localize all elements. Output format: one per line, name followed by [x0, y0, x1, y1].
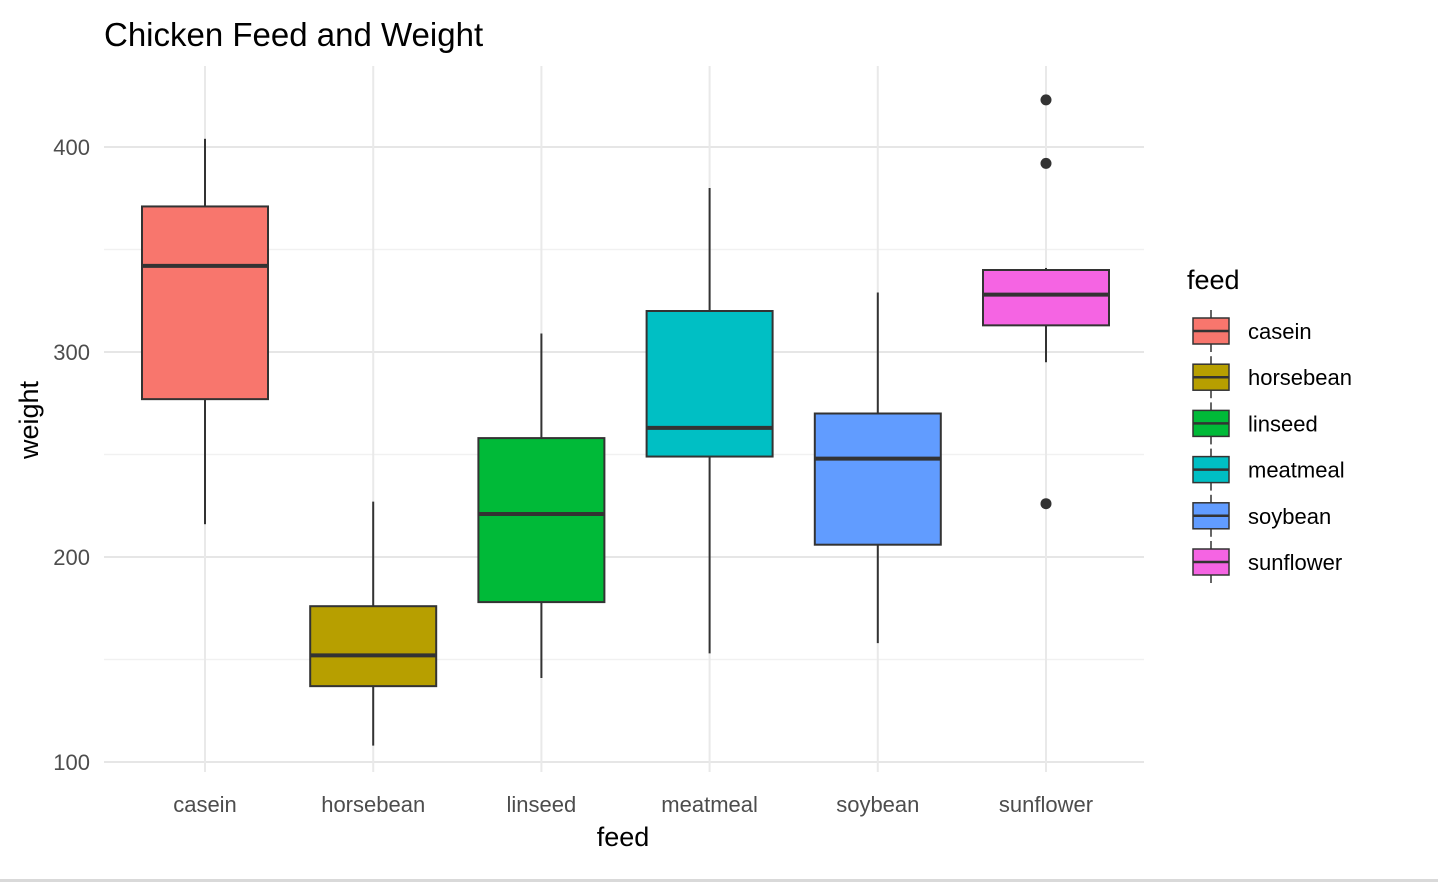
legend-title: feed — [1187, 265, 1240, 295]
legend: feed casein horsebean linseed meatmeal soybe… — [1187, 265, 1352, 583]
x-tick-sunflower: sunflower — [999, 792, 1093, 817]
y-tick-100: 100 — [53, 750, 90, 775]
legend-label-horsebean: horsebean — [1248, 365, 1352, 390]
x-tick-soybean: soybean — [836, 792, 919, 817]
legend-label-meatmeal: meatmeal — [1248, 458, 1345, 483]
box-body-sunflower — [982, 269, 1110, 327]
legend-label-casein: casein — [1248, 319, 1312, 344]
box-body-soybean — [813, 412, 942, 546]
legend-item-soybean: soybean — [1192, 494, 1331, 537]
outlier-sunflower-0 — [1040, 94, 1052, 106]
legend-item-casein: casein — [1192, 310, 1312, 352]
box-body-linseed — [477, 437, 606, 604]
outlier-sunflower-2 — [1040, 498, 1052, 510]
legend-item-sunflower: sunflower — [1192, 541, 1342, 583]
legend-item-horsebean: horsebean — [1192, 356, 1352, 399]
y-axis-title: weight — [14, 380, 44, 460]
box-sunflower — [982, 94, 1110, 510]
legend-item-meatmeal: meatmeal — [1192, 448, 1345, 491]
box-meatmeal — [645, 188, 774, 654]
box-casein — [141, 138, 269, 525]
legend-label-sunflower: sunflower — [1248, 550, 1342, 575]
y-tick-200: 200 — [53, 545, 90, 570]
bottom-rule — [0, 879, 1438, 882]
x-axis-title: feed — [597, 822, 650, 852]
boxes — [141, 94, 1110, 746]
grid — [104, 66, 1144, 772]
x-tick-casein: casein — [173, 792, 237, 817]
box-soybean — [813, 292, 942, 644]
box-linseed — [477, 333, 606, 678]
x-tick-linseed: linseed — [507, 792, 577, 817]
legend-items: casein horsebean linseed meatmeal soybean sun… — [1192, 310, 1352, 583]
y-axis-ticks: 100 200 300 400 — [53, 135, 90, 775]
box-body-casein — [141, 205, 269, 401]
chart-title: Chicken Feed and Weight — [104, 16, 483, 53]
box-horsebean — [309, 501, 438, 746]
y-tick-400: 400 — [53, 135, 90, 160]
outlier-sunflower-1 — [1040, 157, 1052, 169]
x-axis-ticks: casein horsebean linseed meatmeal soybean sun… — [173, 792, 1093, 817]
y-tick-300: 300 — [53, 340, 90, 365]
x-tick-meatmeal: meatmeal — [661, 792, 758, 817]
x-tick-horsebean: horsebean — [321, 792, 425, 817]
legend-label-linseed: linseed — [1248, 411, 1318, 436]
legend-item-linseed: linseed — [1192, 402, 1318, 445]
legend-label-soybean: soybean — [1248, 504, 1331, 529]
box-body-horsebean — [309, 605, 438, 688]
box-body-meatmeal — [645, 310, 774, 458]
